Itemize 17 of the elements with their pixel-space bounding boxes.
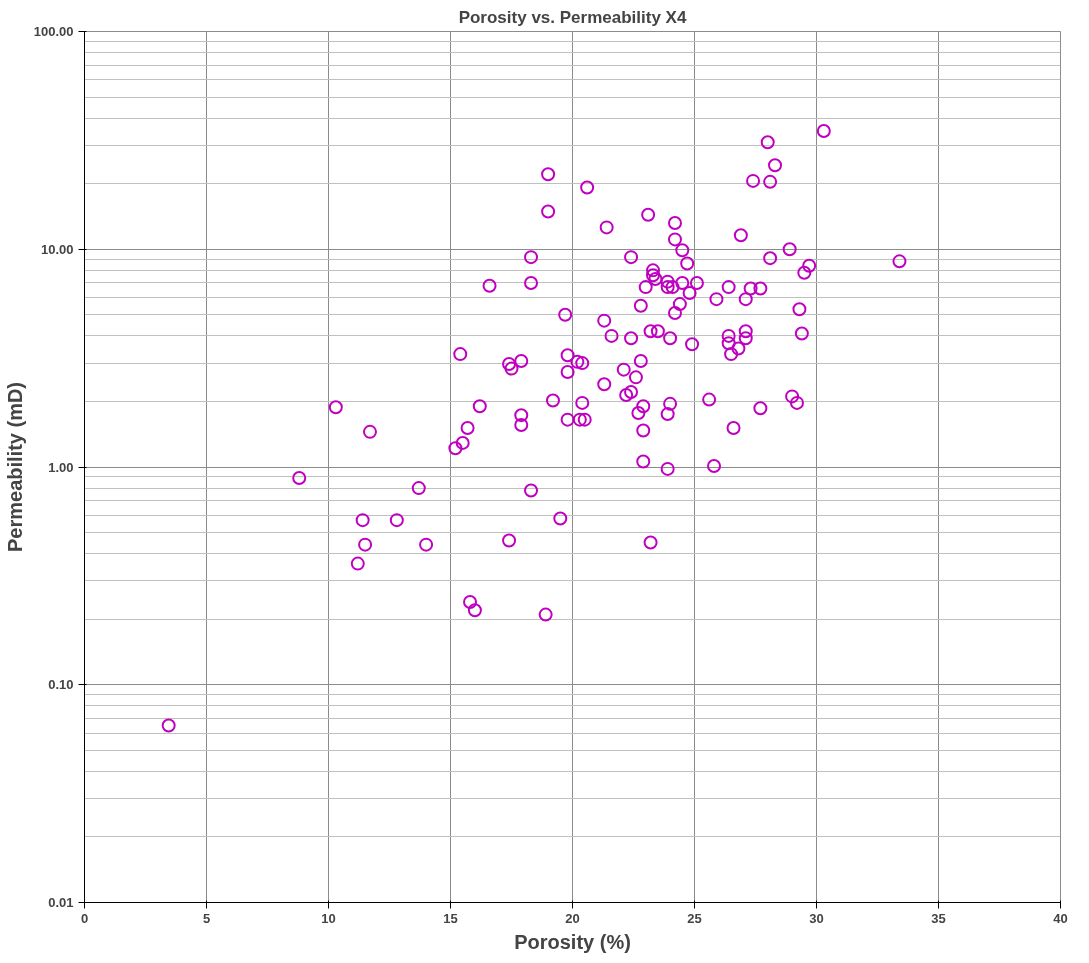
x-tick-label: 15 — [443, 910, 458, 926]
x-tick-label: 40 — [1053, 910, 1068, 926]
y-tick-label: 1.00 — [48, 459, 74, 475]
x-tick-label: 25 — [687, 910, 702, 926]
y-tick-label: 0.10 — [48, 677, 74, 693]
x-tick-label: 0 — [80, 910, 89, 926]
x-tick-label: 20 — [565, 910, 580, 926]
y-axis-title: Permeability (mD) — [3, 381, 26, 553]
x-tick-label: 35 — [931, 910, 946, 926]
y-tick-label: 100.00 — [33, 24, 74, 39]
x-tick-label: 30 — [809, 910, 824, 926]
x-tick-label: 5 — [202, 910, 211, 926]
x-axis-title: Porosity (%) — [514, 930, 631, 953]
x-tick-label: 10 — [321, 910, 336, 926]
y-tick-label: 10.00 — [40, 241, 74, 257]
chart-title: Porosity vs. Permeability X4 — [458, 7, 687, 27]
y-tick-label: 0.01 — [48, 895, 74, 910]
